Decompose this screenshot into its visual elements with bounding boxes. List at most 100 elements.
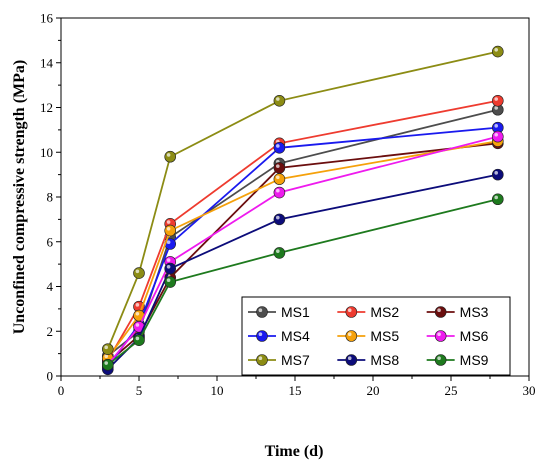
y-axis-title: Unconfined compressive strength (MPa) <box>11 60 28 335</box>
plot-area: 0 5 10 15 20 25 30 0 2 4 6 8 10 12 14 16 MS1 MS2 MS3 MS4 MS5… <box>40 11 536 399</box>
data-point-highlight <box>276 188 280 193</box>
data-point-highlight <box>135 336 140 341</box>
legend-marker <box>256 306 268 318</box>
data-point <box>491 130 504 143</box>
legend-item: MS7 <box>248 352 310 368</box>
data-point <box>273 213 286 226</box>
legend-marker <box>345 330 358 342</box>
series-ms9 <box>102 193 504 371</box>
data-point <box>102 359 114 371</box>
legend-marker-highlight <box>258 356 263 361</box>
data-point <box>491 45 504 58</box>
x-tick-label: 25 <box>445 383 458 398</box>
legend-item: MS4 <box>248 328 310 344</box>
legend-marker-highlight <box>437 332 441 337</box>
data-point <box>164 150 176 163</box>
y-tick-label: 12 <box>40 100 53 115</box>
data-point-highlight <box>276 97 280 101</box>
legend-marker-highlight <box>347 332 352 337</box>
legend-marker <box>256 330 268 342</box>
legend-marker <box>256 354 268 366</box>
data-point <box>273 173 286 185</box>
data-point <box>102 343 114 355</box>
legend-label: MS3 <box>460 304 489 320</box>
legend-label: MS4 <box>281 328 310 344</box>
data-point <box>164 276 176 288</box>
data-point-highlight <box>276 249 280 253</box>
y-tick-label: 16 <box>40 11 54 26</box>
legend-label: MS9 <box>460 352 489 368</box>
legend-label: MS6 <box>460 328 489 344</box>
legend-marker <box>345 306 358 318</box>
legend-marker-highlight <box>437 356 441 361</box>
x-tick-label: 0 <box>58 383 65 398</box>
data-point-highlight <box>135 311 140 316</box>
y-tick-label: 8 <box>47 190 54 205</box>
data-point <box>164 262 176 275</box>
legend-marker-highlight <box>347 308 352 313</box>
x-axis-title: Time (d) <box>265 443 324 460</box>
data-point-highlight <box>104 354 108 359</box>
legend-marker <box>434 330 447 342</box>
data-point-highlight <box>166 265 171 269</box>
x-tick-label: 10 <box>211 383 224 398</box>
legend-item: MS8 <box>337 352 399 368</box>
y-tick-label: 2 <box>47 324 54 339</box>
legend-label: MS1 <box>281 304 310 320</box>
data-point-highlight <box>276 175 280 180</box>
legend-marker <box>345 354 358 366</box>
data-point-highlight <box>135 303 140 307</box>
data-point-highlight <box>104 345 108 350</box>
data-point-highlight <box>166 153 171 157</box>
y-tick-label: 10 <box>40 145 53 160</box>
legend-marker <box>434 354 447 366</box>
series-ms7 <box>102 45 504 355</box>
x-tick-label: 15 <box>289 383 302 398</box>
data-point-highlight <box>166 278 171 283</box>
x-tick-label: 5 <box>136 383 143 398</box>
data-point <box>273 247 286 259</box>
data-point <box>133 267 145 279</box>
data-point-highlight <box>104 361 108 365</box>
data-point-highlight <box>494 47 499 52</box>
data-point-highlight <box>494 171 499 175</box>
data-point-highlight <box>166 226 171 231</box>
legend-marker-highlight <box>437 308 441 313</box>
y-tick-label: 6 <box>47 234 54 249</box>
data-point <box>133 334 145 347</box>
data-point <box>273 141 286 154</box>
legend-box <box>241 296 511 376</box>
legend: MS1 MS2 MS3 MS4 MS5 MS6 MS7 MS8 MS9 <box>241 296 511 376</box>
data-point-highlight <box>135 323 140 327</box>
y-tick-label: 4 <box>47 279 54 294</box>
legend-marker-highlight <box>258 308 263 313</box>
data-point <box>273 94 286 107</box>
data-point-highlight <box>166 240 171 244</box>
y-tick-label: 14 <box>40 55 54 70</box>
data-point <box>273 162 286 174</box>
data-point <box>491 94 504 107</box>
data-point-highlight <box>166 258 171 262</box>
legend-label: MS5 <box>370 328 399 344</box>
legend-marker <box>434 306 447 318</box>
data-point-highlight <box>494 195 499 200</box>
legend-item: MS2 <box>337 304 399 320</box>
data-point-highlight <box>494 97 499 101</box>
data-point <box>491 168 504 181</box>
legend-item: MS3 <box>426 304 489 320</box>
data-point-highlight <box>276 164 280 168</box>
data-point-highlight <box>276 144 280 148</box>
data-point <box>491 193 504 206</box>
legend-label: MS2 <box>370 304 399 320</box>
data-point <box>273 186 286 199</box>
data-point-highlight <box>494 106 499 110</box>
legend-marker-highlight <box>258 332 263 337</box>
legend-item: MS1 <box>248 304 310 320</box>
data-point-highlight <box>494 132 499 137</box>
data-point-highlight <box>166 220 171 224</box>
legend-marker-highlight <box>347 356 352 361</box>
x-tick-label: 20 <box>367 383 380 398</box>
legend-item: MS9 <box>426 352 489 368</box>
legend-label: MS7 <box>281 352 310 368</box>
